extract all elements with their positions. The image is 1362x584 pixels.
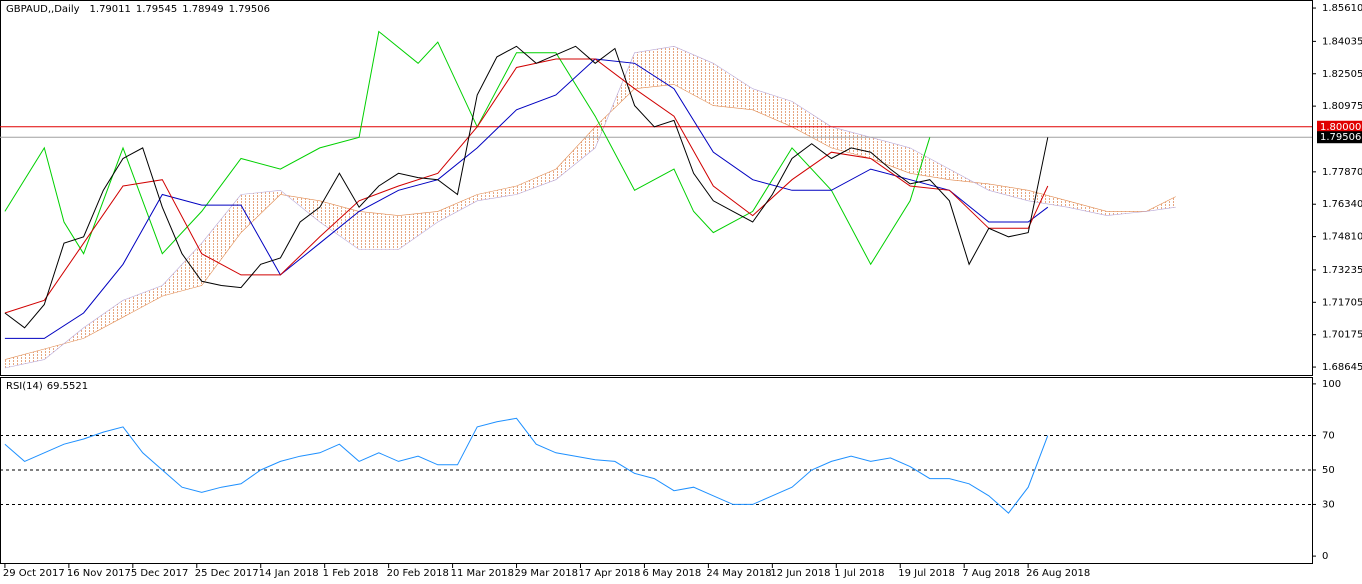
rsi-line [4, 417, 1049, 514]
y-tick-label: 70 [1322, 431, 1335, 442]
y-tick-label: 1.71705 [1322, 297, 1362, 308]
y-tick-label: 1.82505 [1322, 69, 1362, 80]
x-tick-label: 17 Apr 2018 [578, 568, 640, 579]
x-tick-label: 29 Mar 2018 [515, 568, 578, 579]
y-tick-label: 100 [1322, 379, 1341, 390]
x-tick-label: 11 Mar 2018 [451, 568, 514, 579]
x-tick-label: 19 Jul 2018 [898, 568, 955, 579]
rsi-value: 69.5521 [47, 381, 88, 392]
quote-value: 1.79506 [229, 4, 270, 15]
quote-value: 1.79545 [136, 4, 177, 15]
y-tick-label: 1.74810 [1322, 232, 1362, 243]
y-tick-label: 1.85610 [1322, 3, 1362, 14]
y-tick-label: 1.77870 [1322, 167, 1362, 178]
indicator-line [4, 45, 1049, 329]
y-tick-label: 30 [1322, 499, 1335, 510]
price-label: 1.80000 [1320, 122, 1361, 133]
x-tick-label: 5 Dec 2017 [131, 568, 189, 579]
x-tick-label: 26 Aug 2018 [1026, 568, 1090, 579]
quote-value: 1.79011 [90, 4, 131, 15]
x-tick-label: 12 Jun 2018 [770, 568, 830, 579]
x-tick-label: 16 Nov 2017 [67, 568, 131, 579]
x-tick-label: 29 Oct 2017 [3, 568, 65, 579]
main-panel [0, 0, 1313, 376]
rsi-title: RSI(14) [6, 381, 43, 392]
y-tick-label: 1.73235 [1322, 265, 1362, 276]
x-tick-label: 25 Dec 2017 [195, 568, 259, 579]
y-tick-label: 50 [1322, 465, 1335, 476]
y-tick-label: 1.80975 [1322, 101, 1362, 112]
indicator-line [4, 30, 931, 266]
price-box [1317, 120, 1362, 133]
y-tick-label: 0 [1322, 551, 1328, 562]
x-tick-label: 7 Aug 2018 [962, 568, 1020, 579]
indicator-line [4, 58, 1049, 339]
price-label: 1.79506 [1320, 132, 1361, 143]
cloud-fill [4, 46, 1176, 369]
x-tick-label: 24 May 2018 [706, 568, 771, 579]
title: GBPAUD,,Daily [6, 4, 80, 15]
cloud-span [4, 45, 1176, 369]
y-tick-label: 1.84035 [1322, 36, 1362, 47]
quote-value: 1.78949 [182, 4, 223, 15]
x-tick-label: 1 Jul 2018 [834, 568, 884, 579]
price-box [1317, 131, 1362, 144]
x-tick-label: 1 Feb 2018 [323, 568, 379, 579]
x-tick-label: 20 Feb 2018 [387, 568, 449, 579]
y-tick-label: 1.76340 [1322, 199, 1362, 210]
x-tick-label: 14 Jan 2018 [259, 568, 319, 579]
x-tick-label: 6 May 2018 [642, 568, 701, 579]
y-tick-label: 1.70175 [1322, 330, 1362, 341]
y-tick-label: 1.68645 [1322, 362, 1362, 373]
